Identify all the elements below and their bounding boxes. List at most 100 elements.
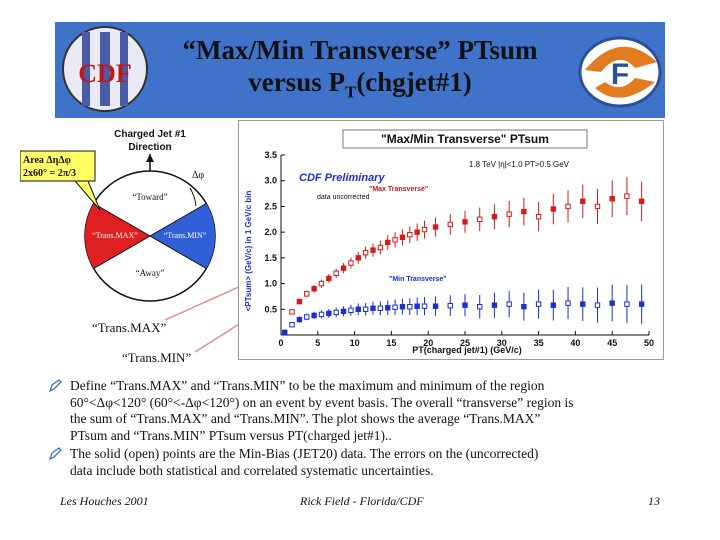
x-tick-label: 45 <box>607 338 617 348</box>
ptsum-chart: "Max/Min Transverse" PTsum 1.8 TeV |η|<1… <box>244 129 654 355</box>
data-point <box>565 203 571 210</box>
data-point <box>311 312 317 319</box>
data-point <box>326 310 332 317</box>
data-point <box>462 219 468 225</box>
data-point <box>340 308 347 315</box>
title-line-2: versus PT(chgjet#1) <box>248 67 472 102</box>
data-point <box>407 232 413 238</box>
x-tick-label: 15 <box>386 338 396 348</box>
legend-min: "Min Transverse" <box>389 276 447 283</box>
chart-panel: "Max/Min Transverse" PTsum 1.8 TeV |η|<1… <box>238 120 664 360</box>
bullet-2: The solid (open) points are the Min-Bias… <box>48 446 698 479</box>
data-point <box>462 302 468 308</box>
y-tick-label: 3.5 <box>264 150 277 160</box>
bullet-list: Define “Trans.MAX” and “Trans.MIN” to be… <box>48 378 698 481</box>
data-point <box>594 302 601 308</box>
data-point <box>624 301 630 307</box>
data-point <box>333 309 339 316</box>
uf-logo: F <box>578 36 662 108</box>
data-point <box>447 221 453 228</box>
data-point <box>609 300 615 306</box>
data-point <box>377 305 384 311</box>
data-point <box>550 206 557 212</box>
area-label-1: Area ΔηΔφ <box>23 155 71 166</box>
x-tick-label: 25 <box>460 338 470 348</box>
data-point <box>506 301 512 307</box>
data-point <box>609 196 615 202</box>
title-line-1: “Max/Min Transverse” PTsum <box>182 35 538 65</box>
chart-uncorrected-label: data uncorrected <box>317 194 370 201</box>
data-point <box>289 322 295 328</box>
data-point <box>370 305 376 311</box>
footer-center: Rick Field - Florida/CDF <box>300 494 424 508</box>
x-tick-label: 50 <box>644 338 654 348</box>
data-point <box>399 304 406 310</box>
x-tick-label: 10 <box>350 338 360 348</box>
callout-transmax: “Trans.MAX” <box>92 320 167 335</box>
x-tick-label: 40 <box>570 338 580 348</box>
x-tick-label: 5 <box>315 338 320 348</box>
title-banner <box>55 22 665 118</box>
footer-left: Les Houches 2001 <box>60 494 149 508</box>
data-point <box>296 298 303 305</box>
pencil-bullet-icon <box>48 447 62 461</box>
x-tick-label: 35 <box>534 338 544 348</box>
legend-max: "Max Transverse" <box>369 186 428 193</box>
toward-label: “Toward” <box>132 192 167 202</box>
bullet-2-line-1: The solid (open) points are the Min-Bias… <box>70 446 539 461</box>
callout-transmin: “Trans.MIN” <box>122 350 192 365</box>
data-point <box>362 250 369 256</box>
cdf-logo-text: CDF <box>78 59 131 88</box>
data-point <box>535 301 542 307</box>
region-diagram: Charged Jet #1 Direction Δφ “Toward” “Aw… <box>20 129 216 302</box>
slide-title: “Max/Min Transverse” PTsum versus PT(chg… <box>120 34 600 108</box>
data-point <box>377 244 384 251</box>
bullet-2-line-2: data include both statistical and correl… <box>70 462 434 478</box>
data-point <box>385 305 391 311</box>
data-point <box>333 270 339 276</box>
bullet-1-line-2: 60°<Δφ<120° (60°<-Δφ<120°) on an event b… <box>70 394 574 410</box>
data-point <box>355 255 361 261</box>
data-point <box>370 247 376 253</box>
bullet-1-line-1: Define “Trans.MAX” and “Trans.MIN” to be… <box>70 378 545 393</box>
data-point <box>565 300 571 306</box>
data-point <box>535 214 542 220</box>
data-point <box>414 229 420 235</box>
cdf-logo: CDF <box>62 26 148 112</box>
data-point <box>638 301 645 307</box>
data-point <box>477 304 483 310</box>
data-point <box>296 316 303 323</box>
data-point <box>318 311 325 318</box>
away-label: “Away” <box>136 268 165 278</box>
data-point <box>304 314 310 320</box>
data-point <box>580 301 586 307</box>
data-point <box>281 329 288 336</box>
x-tick-label: 20 <box>423 338 433 348</box>
bullet-1-line-3: the sum of “Trans.MAX” and “Trans.MIN”. … <box>70 411 541 426</box>
data-point <box>594 203 601 210</box>
data-point <box>550 302 557 308</box>
data-point <box>348 307 354 314</box>
data-point <box>447 302 453 309</box>
data-point <box>580 198 586 204</box>
data-point <box>521 304 527 310</box>
transmin-wedge <box>150 203 216 269</box>
data-point <box>392 304 398 310</box>
chart-prelim-label: CDF Preliminary <box>299 172 385 184</box>
data-point <box>304 291 310 297</box>
data-point <box>491 302 498 308</box>
data-point <box>477 216 483 222</box>
data-point <box>521 208 527 215</box>
diagram-header-2: Direction <box>128 142 171 153</box>
y-tick-label: 0.5 <box>264 304 277 314</box>
data-point <box>355 306 361 312</box>
data-point <box>340 265 347 271</box>
y-axis-label: <PTsum> (GeV/c) in 1 GeV/c bin <box>244 191 253 312</box>
data-point <box>385 239 391 246</box>
x-tick-label: 0 <box>278 338 283 348</box>
data-point <box>348 260 354 266</box>
data-point <box>311 286 317 292</box>
transmax-wedge <box>84 203 150 269</box>
delta-phi-label: Δφ <box>192 170 204 181</box>
area-label-2: 2x60° = 2π/3 <box>23 168 76 179</box>
